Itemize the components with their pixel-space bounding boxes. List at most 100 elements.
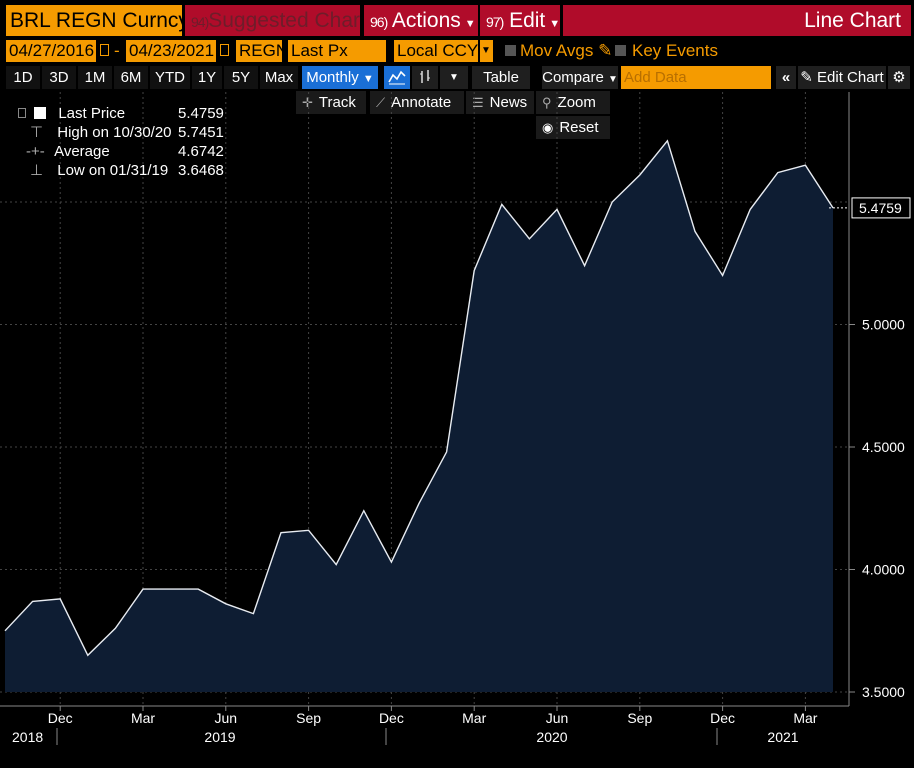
suggested-number: 94) bbox=[191, 14, 209, 30]
last-price-badge bbox=[851, 197, 911, 219]
y-tick-label: 4.5000 bbox=[862, 439, 905, 455]
edit-chart-button[interactable]: ✎ Edit Chart bbox=[798, 66, 886, 89]
table-button[interactable]: Table bbox=[472, 66, 530, 89]
period-1m-button[interactable]: 1M bbox=[78, 66, 112, 89]
legend-low-value: 3.6468 bbox=[178, 162, 224, 179]
period-ytd-button[interactable]: YTD bbox=[150, 66, 190, 89]
actions-label: Actions bbox=[391, 9, 461, 32]
x-month-label: Dec bbox=[710, 710, 735, 726]
security-ticker-field[interactable]: REGN bbox=[236, 40, 282, 62]
security-ticker-value: REGN bbox=[239, 41, 282, 60]
collapse-box-icon[interactable] bbox=[18, 108, 26, 118]
y-tick-label: 4.0000 bbox=[862, 562, 905, 578]
x-month-label: Mar bbox=[793, 710, 817, 726]
last-price-marker: 5.4759 bbox=[829, 197, 911, 219]
legend-high-value: 5.7451 bbox=[178, 124, 224, 141]
x-month-label: Mar bbox=[462, 710, 486, 726]
series-color-swatch bbox=[34, 107, 47, 119]
average-marker-icon: -+- bbox=[26, 143, 45, 160]
period-1d-button[interactable]: 1D bbox=[6, 66, 40, 89]
actions-number: 96) bbox=[370, 14, 388, 30]
x-year-label: 2020 bbox=[536, 729, 567, 745]
pencil-icon: ⟋ bbox=[376, 95, 386, 110]
bar-chart-icon[interactable] bbox=[412, 66, 438, 89]
high-marker-icon: ⊤ bbox=[30, 124, 44, 141]
mov-avgs-checkbox[interactable] bbox=[505, 45, 516, 56]
reset-button[interactable]: ◉ Reset bbox=[536, 116, 610, 139]
end-date-value: 04/23/2021 bbox=[129, 41, 215, 60]
x-month-label: Dec bbox=[379, 710, 404, 726]
legend-average-value: 4.6742 bbox=[178, 143, 224, 160]
zoom-button[interactable]: ⚲ Zoom bbox=[536, 91, 610, 114]
add-data-input[interactable]: Add Data bbox=[621, 66, 771, 89]
legend-last-price[interactable]: Last Price 5.4759 bbox=[18, 104, 224, 123]
security-label: BRL REGN Curncy bbox=[10, 9, 182, 32]
chart-style-dropdown-icon[interactable]: ▼ bbox=[440, 66, 468, 89]
pencil-icon: ✎ bbox=[800, 69, 813, 86]
track-button[interactable]: ✛ Track bbox=[296, 91, 366, 114]
chevron-down-icon: ▼ bbox=[607, 74, 618, 85]
collapse-icon[interactable]: « bbox=[776, 66, 796, 89]
period-3d-button[interactable]: 3D bbox=[42, 66, 76, 89]
key-events-checkbox[interactable] bbox=[615, 45, 626, 56]
price-field-value: Last Px bbox=[291, 41, 348, 60]
currency-select[interactable]: Local CCY bbox=[394, 40, 478, 62]
legend-average: -+- Average 4.6742 bbox=[26, 143, 224, 160]
y-tick-label: 3.5000 bbox=[862, 684, 905, 700]
magnifier-icon: ⚲ bbox=[542, 95, 552, 110]
date-separator: - bbox=[114, 41, 120, 60]
legend-last-value: 5.4759 bbox=[178, 105, 224, 122]
x-year-label: 2019 bbox=[204, 729, 235, 745]
pencil-icon[interactable]: ✎ bbox=[598, 41, 613, 60]
price-field-select[interactable]: Last Px bbox=[288, 40, 386, 62]
security-field[interactable]: BRL REGN Curncy bbox=[6, 5, 182, 36]
x-month-label: Mar bbox=[131, 710, 155, 726]
x-month-label: Jun bbox=[215, 710, 238, 726]
price-area-fill bbox=[5, 140, 833, 693]
price-line bbox=[4, 139, 834, 657]
key-events-label[interactable]: Key Events bbox=[632, 41, 718, 60]
period-1y-button[interactable]: 1Y bbox=[192, 66, 222, 89]
reset-icon: ◉ bbox=[542, 120, 554, 135]
compare-button[interactable]: Compare ▼ bbox=[542, 66, 618, 89]
frequency-select[interactable]: Monthly ▼ bbox=[302, 66, 378, 89]
suggested-charts-button[interactable]: 94)Suggested Charts bbox=[185, 5, 360, 36]
edit-button[interactable]: 97) Edit ▼ bbox=[480, 5, 560, 36]
chevron-down-icon: ▼ bbox=[362, 73, 374, 85]
x-month-label: Sep bbox=[627, 710, 652, 726]
calendar-icon[interactable] bbox=[100, 44, 109, 56]
mov-avgs-label[interactable]: Mov Avgs ✎ bbox=[520, 41, 613, 60]
currency-dropdown-icon[interactable]: ▼ bbox=[480, 40, 493, 62]
chevron-down-icon: ▼ bbox=[549, 18, 560, 30]
x-month-label: Sep bbox=[296, 710, 321, 726]
annotate-button[interactable]: ⟋ Annotate bbox=[370, 91, 464, 114]
start-date-field[interactable]: 04/27/2016 bbox=[6, 40, 96, 62]
news-button[interactable]: ☰ News bbox=[466, 91, 534, 114]
edit-label: Edit bbox=[509, 9, 546, 32]
y-tick-label: 5.0000 bbox=[862, 317, 905, 333]
chevron-down-icon: ▼ bbox=[464, 18, 476, 30]
edit-number: 97) bbox=[486, 14, 504, 30]
period-max-button[interactable]: Max bbox=[260, 66, 298, 89]
x-year-label: 2018 bbox=[12, 729, 43, 745]
line-chart-icon[interactable] bbox=[384, 66, 410, 89]
x-month-label: Dec bbox=[48, 710, 73, 726]
period-5y-button[interactable]: 5Y bbox=[224, 66, 258, 89]
last-price-badge-label: 5.4759 bbox=[859, 200, 902, 216]
title-bar: BRL REGN Curncy 94)Suggested Charts 96) … bbox=[0, 5, 914, 37]
chart-type-label: Line Chart bbox=[804, 9, 901, 32]
gear-icon[interactable]: ⚙ bbox=[888, 66, 910, 89]
calendar-icon[interactable] bbox=[220, 44, 229, 56]
low-marker-icon: ⊥ bbox=[30, 162, 44, 179]
currency-value: Local CCY bbox=[397, 41, 478, 60]
end-date-field[interactable]: 04/23/2021 bbox=[126, 40, 216, 62]
suggested-label: Suggested Charts bbox=[208, 9, 360, 32]
settings-bar: 04/27/2016 - 04/23/2021 REGN Last Px Loc… bbox=[0, 40, 914, 62]
x-axis-labels: Dec Mar Jun Sep Dec Mar Jun Sep Dec Mar 2018 2019 20… bbox=[12, 706, 818, 745]
y-axis-labels: 3.5000 4.0000 4.5000 5.0000 bbox=[849, 317, 905, 700]
actions-button[interactable]: 96) Actions ▼ bbox=[364, 5, 478, 36]
start-date-value: 04/27/2016 bbox=[9, 41, 95, 60]
period-6m-button[interactable]: 6M bbox=[114, 66, 148, 89]
x-year-label: 2021 bbox=[767, 729, 798, 745]
